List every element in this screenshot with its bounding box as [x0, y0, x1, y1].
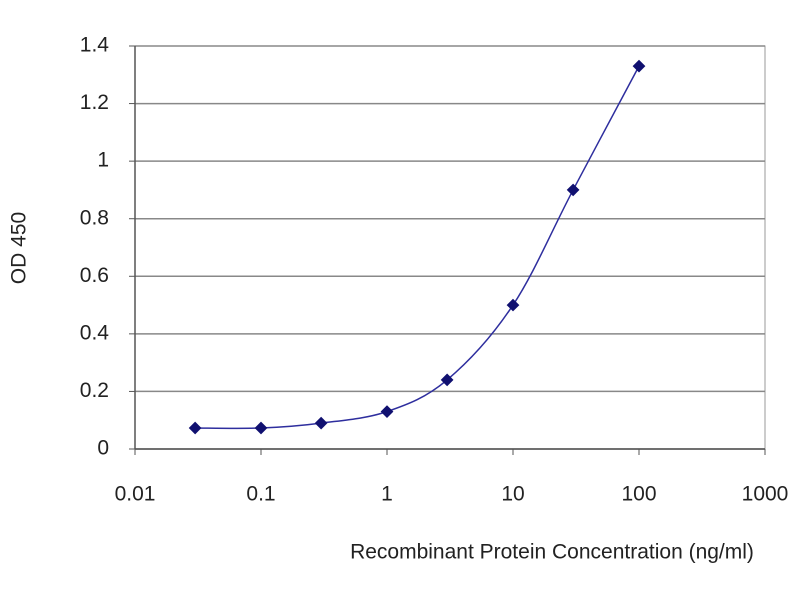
x-tick-label: 100 [621, 483, 656, 506]
y-tick-label: 1.2 [80, 91, 109, 114]
y-tick-label: 0.6 [80, 264, 109, 287]
data-point [440, 373, 454, 387]
y-axis-label: OD 450 [8, 212, 31, 284]
x-axis-label: Recombinant Protein Concentration (ng/ml… [350, 541, 754, 564]
y-tick-label: 0.4 [80, 321, 110, 344]
y-tick-label: 1.4 [80, 34, 110, 57]
x-tick-label: 1 [381, 483, 393, 506]
y-tick-label: 0 [97, 437, 109, 460]
x-tick-label: 0.1 [246, 483, 275, 506]
x-tick-label: 0.01 [115, 483, 156, 506]
y-tick-label: 1 [97, 149, 109, 172]
data-point [314, 416, 328, 430]
y-tick-label: 0.2 [80, 379, 109, 402]
x-tick-label: 10 [501, 483, 524, 506]
data-point [380, 405, 394, 418]
data-point [254, 421, 268, 435]
x-tick-label: 1000 [742, 483, 789, 506]
plot-area [134, 45, 766, 450]
y-tick-label: 0.8 [80, 206, 109, 229]
data-point [188, 421, 202, 435]
